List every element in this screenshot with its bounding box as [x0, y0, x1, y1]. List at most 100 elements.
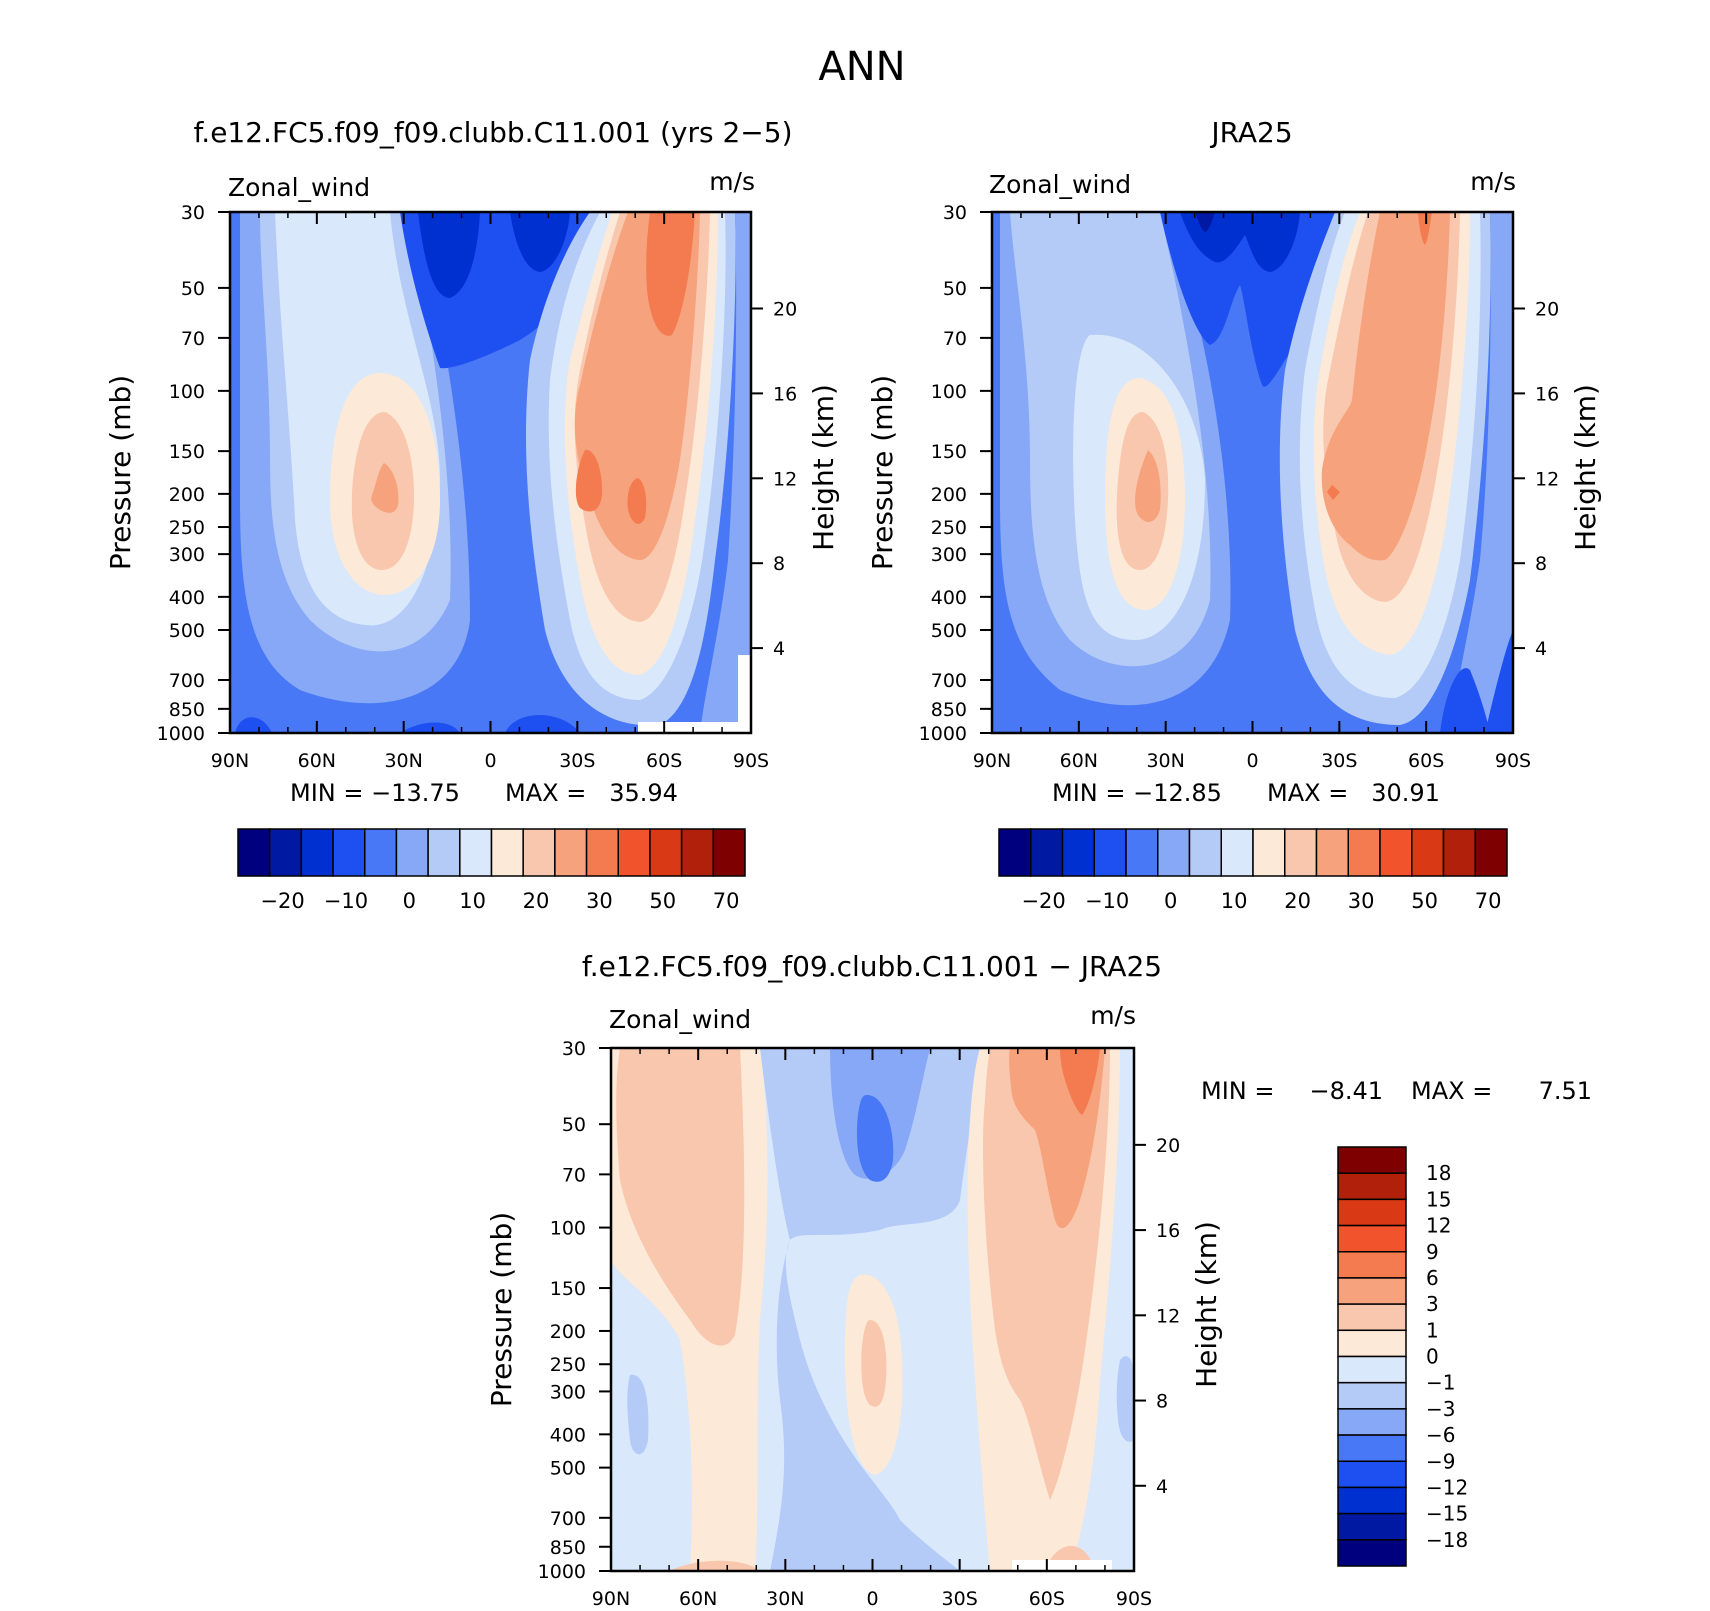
contour-easterly-strat-core1 [418, 212, 480, 298]
contour-field [611, 1048, 1134, 1571]
contour-sh-polar-pocket2 [1485, 630, 1513, 733]
x-tick-label: 30S [942, 1588, 978, 1610]
contour-sh-polar-pocket [1440, 668, 1490, 733]
y-tick-label: 250 [169, 517, 205, 539]
contour-sfc-pocket3 [505, 714, 580, 733]
colorbar-swatch [1442, 828, 1476, 877]
contour-sh-positive-core [1060, 1048, 1100, 1115]
panel-title: f.e12.FC5.f09_f09.clubb.C11.001 (yrs 2−5… [193, 116, 792, 149]
colorbar-swatch [1337, 1355, 1407, 1384]
x-tick-label: 90S [733, 750, 769, 772]
contour-field [992, 212, 1513, 733]
contour-jet-sh-speck [1327, 485, 1340, 500]
colorbar-label: −18 [1426, 1528, 1468, 1552]
colorbar-swatch [1411, 828, 1445, 877]
variable-label: Zonal_wind [609, 1005, 751, 1034]
contour-jet-nh-core [1135, 450, 1161, 522]
y2-tick-label: 4 [773, 638, 785, 660]
y-tick-label: 100 [169, 381, 205, 403]
figure-title: ANN [818, 44, 905, 90]
max-label: MAX = 30.91 [1267, 779, 1440, 807]
contour-jet-sh-core1 [575, 449, 603, 512]
y-tick-label: 50 [943, 278, 967, 300]
colorbar-swatch [268, 828, 303, 877]
y2-tick-label: 4 [1535, 638, 1547, 660]
x-tick-label: 60N [298, 750, 336, 772]
colorbar-swatch [1337, 1381, 1407, 1410]
colorbar-label: −6 [1426, 1423, 1455, 1447]
colorbar-swatch [1337, 1408, 1407, 1436]
contour-easterly-strat-deep [1195, 212, 1215, 232]
colorbar-label: 0 [1426, 1345, 1439, 1369]
colorbar-swatch [1093, 828, 1127, 877]
colorbar-swatch [300, 828, 334, 877]
units-label: m/s [709, 167, 755, 196]
colorbar-label: 9 [1426, 1240, 1439, 1264]
y-tick-label: 30 [943, 202, 967, 224]
contour-easterly-strat-core2 [510, 212, 570, 272]
panel-title: JRA25 [1209, 116, 1292, 149]
x-tick-label: 30N [384, 750, 422, 772]
contour-jet-nh-core [371, 463, 399, 513]
y2-tick-label: 20 [773, 298, 797, 320]
y-tick-label: 100 [550, 1218, 586, 1240]
y-tick-label: 400 [931, 587, 967, 609]
colorbar-label: 0 [403, 889, 416, 913]
x-tick-label: 30S [559, 750, 595, 772]
colorbar-swatch [1474, 828, 1508, 877]
y-tick-label: 150 [169, 441, 205, 463]
contour-sfc-pocket2 [400, 722, 460, 733]
colorbar-swatch [1337, 1303, 1407, 1332]
colorbar-label: 3 [1426, 1292, 1439, 1316]
x-tick-label: 30N [766, 1588, 804, 1610]
colorbar-label: −15 [1426, 1502, 1468, 1526]
colorbar: −20 −10 0 10 20 30 50 70 [237, 828, 746, 913]
contour-jet-sh-inner [1321, 212, 1450, 561]
y-tick-label: 150 [931, 441, 967, 463]
variable-label: Zonal_wind [989, 170, 1131, 199]
colorbar-swatch [1379, 828, 1413, 877]
colorbar-swatch [1061, 828, 1095, 877]
colorbar-swatch [712, 828, 746, 877]
y-tick-label: 70 [181, 328, 205, 350]
colorbar-label: 10 [1221, 889, 1248, 913]
y2-tick-label: 16 [1156, 1220, 1180, 1242]
y-tick-label: 70 [562, 1164, 586, 1186]
y-tick-label: 400 [550, 1424, 586, 1446]
axes: 90N 60N 30N 0 30S 60S 90S 30 50 70 100 150 200 250 300… [866, 202, 1602, 772]
contour-sh-polar-tail [700, 212, 751, 733]
y-tick-label: 250 [931, 517, 967, 539]
colorbar-swatch [1030, 828, 1064, 877]
colorbar: −20 −10 0 10 20 30 50 70 [998, 828, 1508, 913]
colorbar-swatch [1315, 828, 1349, 877]
y2-axis-label: Height (km) [1569, 384, 1602, 551]
y-tick-label: 100 [931, 381, 967, 403]
y-tick-label: 30 [562, 1038, 586, 1060]
panel-difference: f.e12.FC5.f09_f09.clubb.C11.001 − JRA25 … [485, 950, 1592, 1610]
min-label: MIN = [1201, 1077, 1274, 1105]
contour-jet-sh-core2 [627, 478, 647, 524]
y2-tick-label: 16 [773, 383, 797, 405]
max-value: 7.51 [1539, 1077, 1592, 1105]
colorbar-label: −10 [324, 889, 368, 913]
colorbar-swatch [617, 828, 651, 877]
y-tick-label: 300 [169, 544, 205, 566]
colorbar-label: 70 [1475, 889, 1502, 913]
colorbar-label: −1 [1426, 1371, 1455, 1395]
y-tick-label: 1000 [538, 1561, 586, 1583]
x-tick-label: 90N [211, 750, 249, 772]
colorbar-label: 12 [1426, 1214, 1451, 1238]
colorbar-label: 6 [1426, 1266, 1439, 1290]
missing-data-mask [638, 722, 738, 733]
colorbar-swatch [1252, 828, 1286, 877]
colorbar-swatch [1337, 1434, 1407, 1462]
y-axis-label: Pressure (mb) [104, 375, 137, 570]
x-tick-label: 0 [1246, 750, 1258, 772]
y-tick-label: 200 [931, 484, 967, 506]
y2-axis-label: Height (km) [807, 384, 840, 551]
colorbar-swatch [332, 828, 366, 877]
colorbar-swatch [395, 828, 429, 877]
contour-field [230, 212, 751, 733]
y2-tick-label: 20 [1535, 298, 1559, 320]
